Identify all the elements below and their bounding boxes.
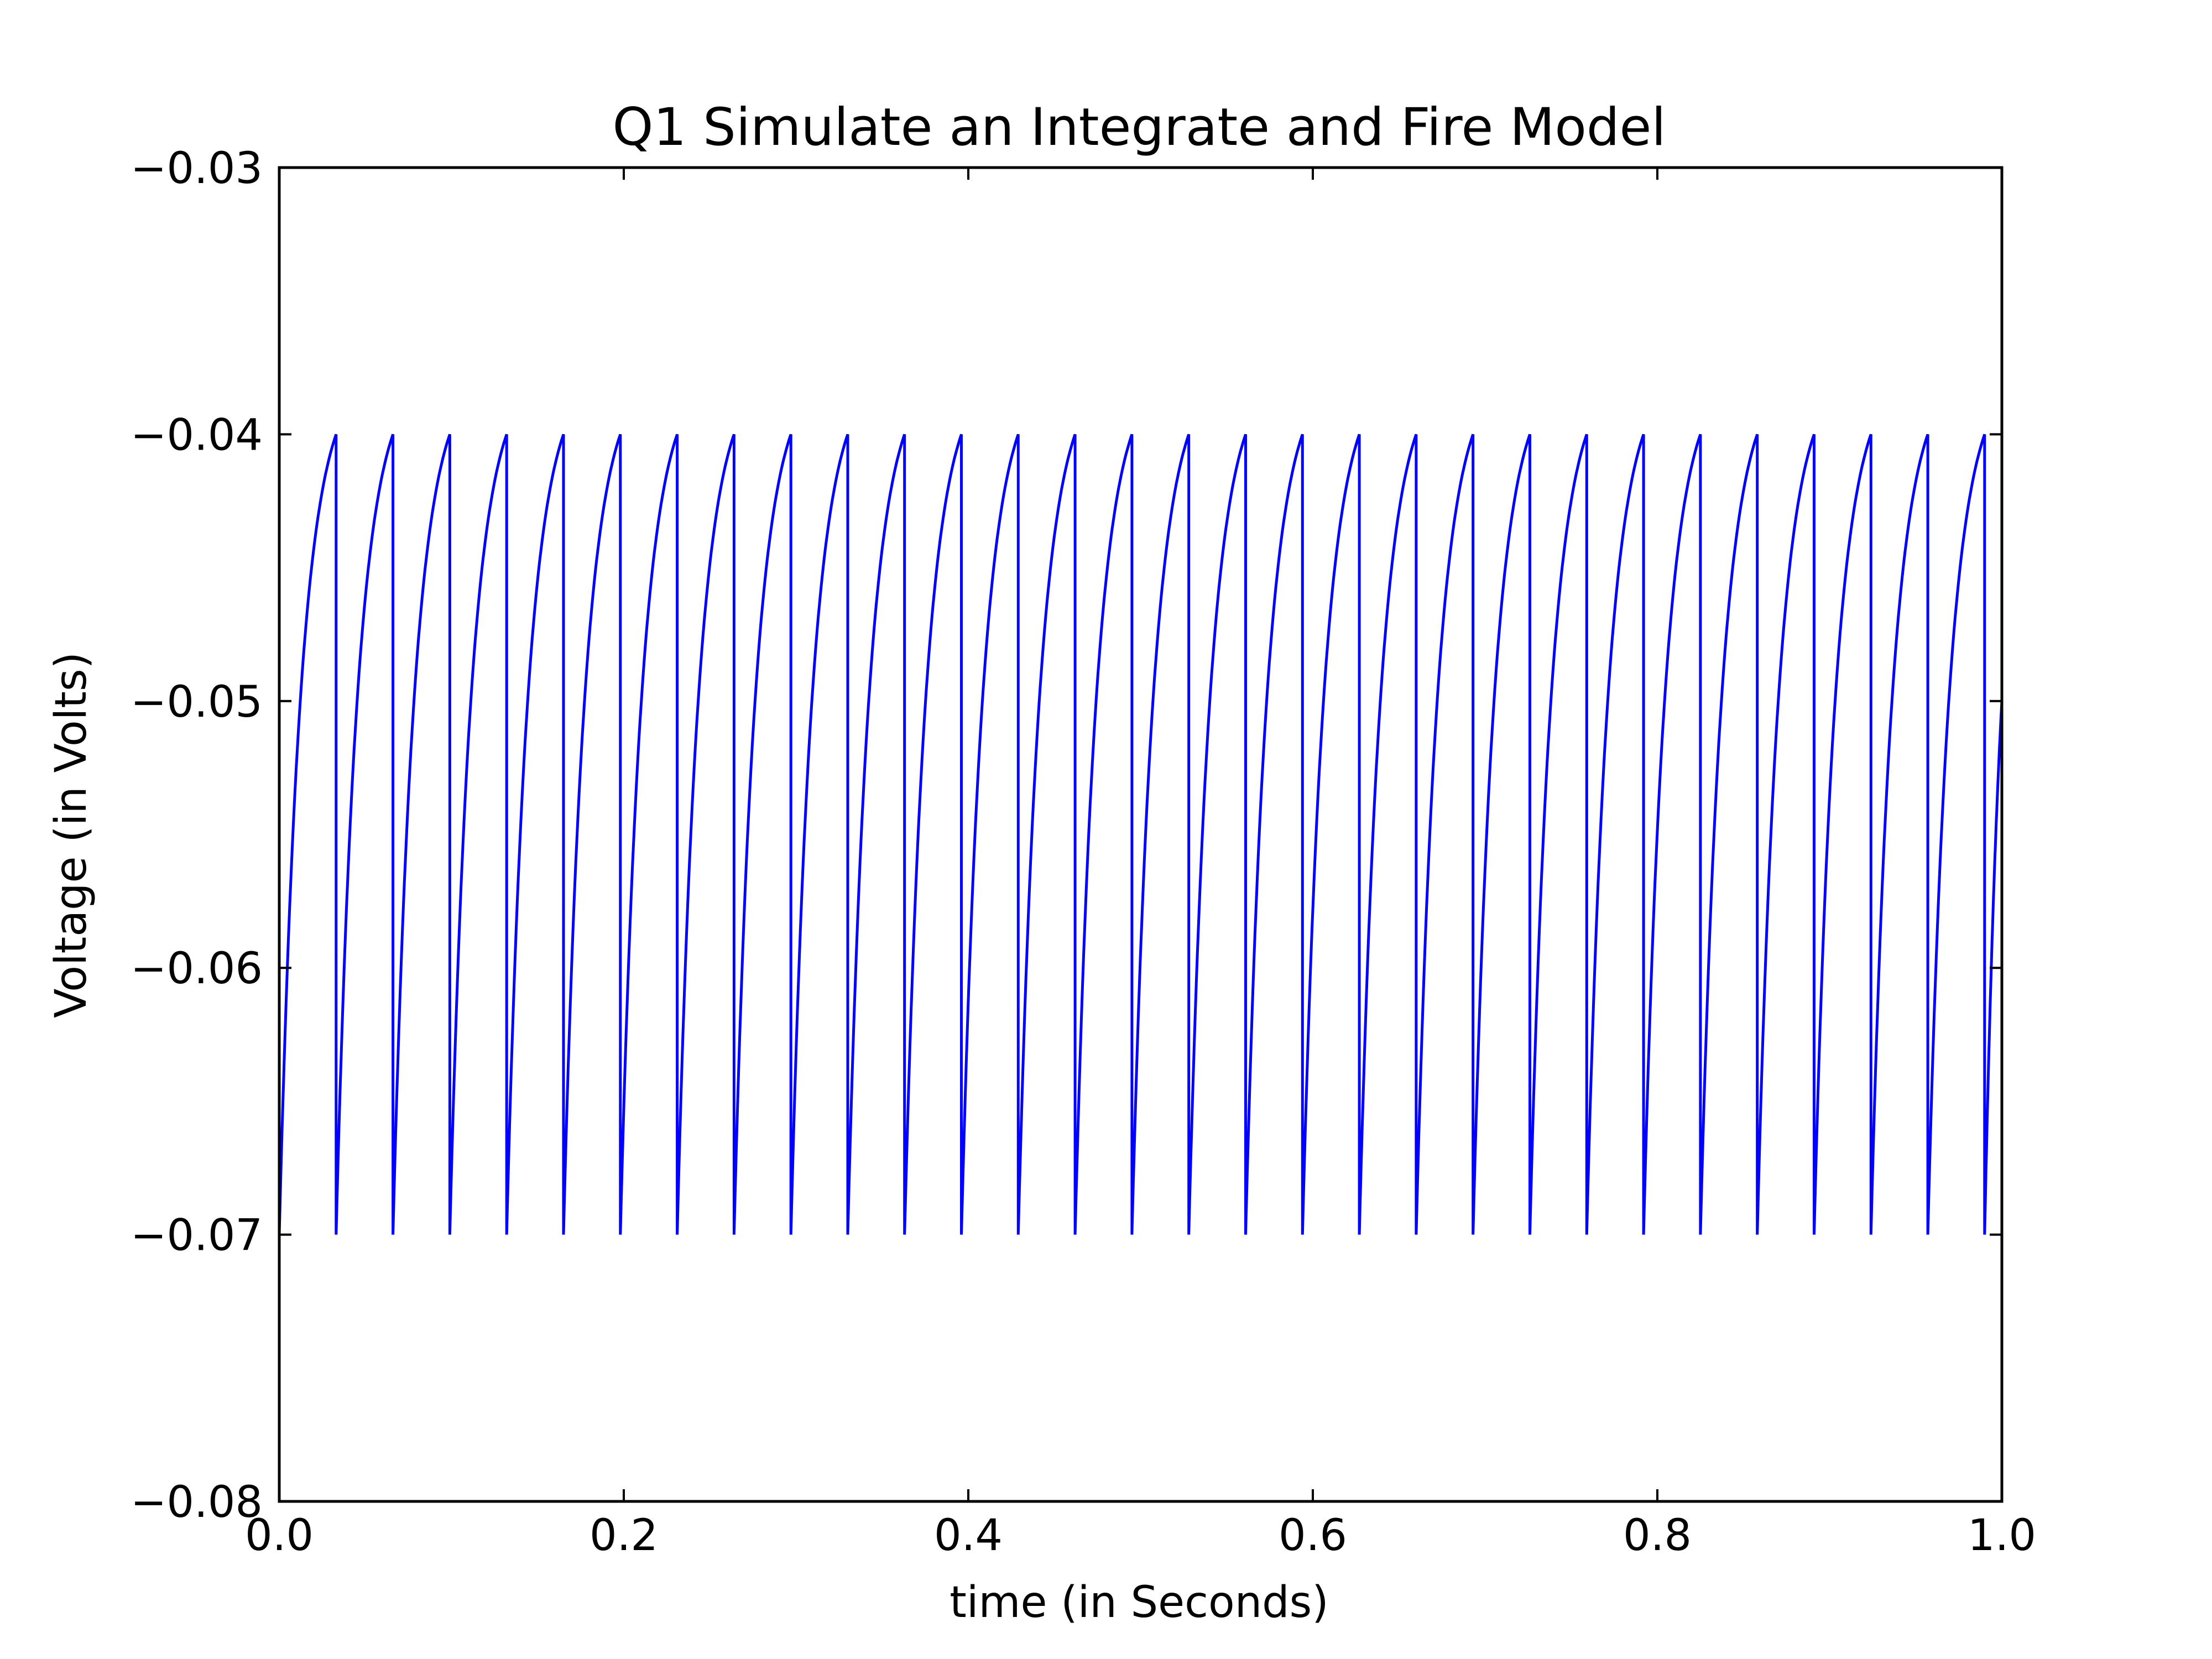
y-tick-label: −0.08: [131, 1478, 263, 1527]
y-tick-label: −0.06: [131, 944, 263, 994]
y-axis-label: Voltage (in Volts): [46, 652, 96, 1018]
y-tick-label: −0.05: [131, 677, 263, 727]
x-tick-label: 0.6: [1279, 1511, 1347, 1561]
x-tick-label: 0.4: [934, 1511, 1003, 1561]
x-tick-label: 0.8: [1623, 1511, 1692, 1561]
x-tick-label: 0.0: [245, 1511, 314, 1561]
x-axis-label: time (in Seconds): [950, 1578, 1328, 1627]
plot-area: [278, 434, 2004, 1235]
chart-title: Q1 Simulate an Integrate and Fire Model: [612, 97, 1666, 158]
y-tick-label: −0.04: [131, 410, 263, 460]
voltage-trace-line: [278, 434, 2004, 1235]
x-tick-label: 1.0: [1968, 1511, 2036, 1561]
plot-frame: [278, 166, 2004, 1503]
axis-ticks: 0.0 0.2 0.4 0.6 0.8 1.0 −0.08 −0.07 −0.06 −0.05 −0…: [131, 144, 2036, 1561]
y-tick-label: −0.07: [131, 1211, 263, 1261]
y-tick-label: −0.03: [131, 144, 263, 194]
x-tick-label: 0.2: [589, 1511, 658, 1561]
